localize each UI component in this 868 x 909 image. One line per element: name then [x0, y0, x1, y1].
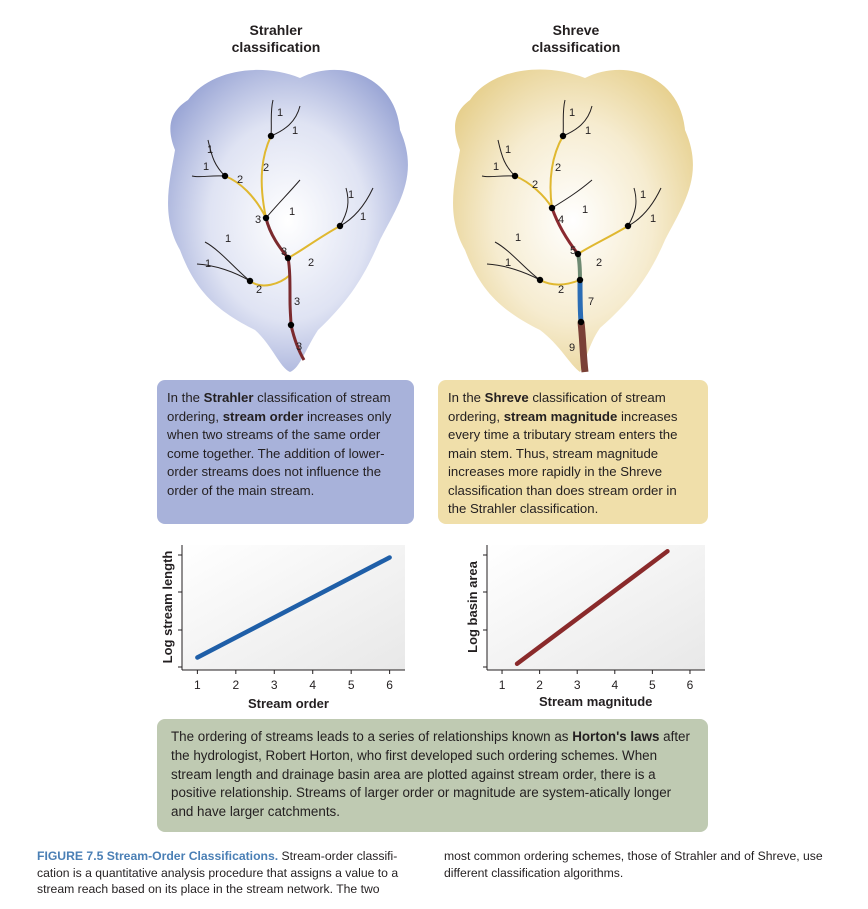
horton-part1: The ordering of streams leads to a serie… — [171, 729, 573, 744]
shreve-magnitude-label: 1 — [585, 125, 591, 137]
x-tick-label: 5 — [348, 678, 355, 692]
shreve-desc-part2: classification of stream ordering, — [448, 390, 666, 424]
shreve-title-line1: Shreve — [552, 22, 600, 38]
horton-bold: Horton's laws — [572, 729, 660, 744]
shreve-magnitude-label: 1 — [569, 107, 575, 119]
strahler-order-label: 3 — [296, 341, 302, 353]
shreve-desc-bold1: Shreve — [484, 390, 529, 405]
chart-plot-area — [487, 545, 705, 670]
shreve-magnitude-label: 2 — [558, 284, 564, 296]
stream-length-chart: 1 2 3 4 5 6 Stream order Log stream length — [160, 545, 405, 711]
caption-right-text: most common ordering schemes, those of S… — [444, 849, 823, 880]
strahler-title: Strahler classification — [176, 22, 376, 56]
shreve-magnitude-label: 1 — [515, 232, 521, 244]
strahler-title-line1: Strahler — [249, 22, 303, 38]
basin-area-xlabel: Stream magnitude — [539, 694, 652, 709]
horton-charts: 1 2 3 4 5 6 Stream order Log stream length 1 2… — [160, 545, 705, 711]
strahler-order-label: 2 — [256, 284, 262, 296]
x-tick-label: 4 — [309, 678, 316, 692]
shreve-magnitude-label: 1 — [640, 189, 646, 201]
shreve-magnitude-label: 2 — [596, 257, 602, 269]
shreve-desc-part3: increases every time a tributary stream … — [448, 408, 678, 517]
caption-left-text: Stream-order classifi-cation is a quanti… — [37, 849, 399, 896]
shreve-magnitude-label: 1 — [505, 257, 511, 269]
x-tick-label: 6 — [687, 678, 694, 692]
y-ticks — [483, 554, 487, 668]
stream-length-xlabel: Stream order — [248, 696, 329, 711]
shreve-title-line2: classification — [531, 39, 621, 55]
strahler-order-label: 2 — [308, 257, 314, 269]
basin-area-ylabel: Log basin area — [465, 560, 480, 653]
shreve-magnitude-label: 1 — [582, 204, 588, 216]
basin-area-series-line — [514, 549, 670, 666]
horton-part2: after the hydrologist, Robert Horton, wh… — [171, 729, 690, 820]
strahler-order-label: 1 — [289, 206, 295, 218]
y-ticks — [178, 554, 182, 668]
strahler-order-label: 1 — [205, 258, 211, 270]
strahler-order-label: 1 — [292, 125, 298, 137]
x-tick-label: 2 — [536, 678, 543, 692]
x-tick-label: 2 — [232, 678, 239, 692]
shreve-magnitude-label: 9 — [569, 342, 575, 354]
shreve-magnitude-label: 4 — [558, 214, 564, 226]
x-tick-label: 3 — [271, 678, 278, 692]
strahler-order-label: 1 — [277, 107, 283, 119]
shreve-magnitude-label: 2 — [555, 162, 561, 174]
strahler-order-label: 1 — [348, 189, 354, 201]
stream-length-series-line — [195, 555, 392, 660]
shreve-magnitude-label: 1 — [505, 144, 511, 156]
strahler-description-box: In the Strahler classification of stream… — [157, 380, 414, 524]
x-tick-label: 4 — [611, 678, 618, 692]
shreve-magnitude-label: 1 — [493, 161, 499, 173]
x-tick-label: 3 — [574, 678, 581, 692]
strahler-order-label: 1 — [225, 233, 231, 245]
strahler-basin-diagram: 1 1 1 1 2 2 3 1 1 1 3 2 1 1 2 3 3 — [168, 69, 693, 373]
shreve-description-box: In the Shreve classification of stream o… — [438, 380, 708, 524]
basin-area-chart: 1 2 3 4 5 6 Stream magnitude Log basin area — [465, 545, 705, 709]
shreve-desc-part1: In the — [448, 390, 485, 405]
strahler-order-label: 1 — [203, 161, 209, 173]
strahler-order-label: 3 — [294, 296, 300, 308]
figure-caption-right: most common ordering schemes, those of S… — [444, 848, 839, 881]
strahler-title-line2: classification — [231, 39, 321, 55]
strahler-desc-part2: classification of stream ordering, — [167, 390, 391, 424]
strahler-desc-bold1: Strahler — [203, 390, 254, 405]
x-tick-label: 6 — [386, 678, 393, 692]
shreve-desc-bold2: stream magnitude — [503, 408, 618, 424]
strahler-order-label: 3 — [281, 246, 287, 258]
strahler-order-label: 2 — [237, 174, 243, 186]
strahler-desc-bold2: stream order — [222, 408, 304, 424]
shreve-basin: 1 1 1 1 2 2 4 1 1 1 5 2 1 1 2 7 9 — [453, 69, 693, 373]
shreve-magnitude-label: 7 — [588, 296, 594, 308]
horton-laws-box: The ordering of streams leads to a serie… — [157, 719, 708, 832]
strahler-basin: 1 1 1 1 2 2 3 1 1 1 3 2 1 1 2 3 3 — [168, 69, 408, 372]
strahler-order-label: 1 — [360, 211, 366, 223]
x-tick-label: 5 — [649, 678, 656, 692]
shreve-magnitude-label: 2 — [532, 179, 538, 191]
strahler-order-label: 3 — [255, 214, 261, 226]
shreve-title: Shreve classification — [476, 22, 676, 56]
strahler-order-label: 2 — [263, 162, 269, 174]
x-tick-label: 1 — [499, 678, 506, 692]
strahler-desc-part3: increases only when two streams of the s… — [167, 408, 392, 498]
stream-length-ylabel: Log stream length — [160, 551, 175, 664]
shreve-magnitude-label: 5 — [570, 245, 576, 257]
strahler-order-label: 1 — [207, 144, 213, 156]
x-tick-label: 1 — [194, 678, 201, 692]
shreve-magnitude-label: 1 — [650, 213, 656, 225]
strahler-desc-part1: In the — [167, 390, 204, 405]
figure-label: FIGURE 7.5 Stream-Order Classifications. — [37, 849, 279, 863]
figure-caption-left: FIGURE 7.5 Stream-Order Classifications.… — [37, 848, 422, 898]
